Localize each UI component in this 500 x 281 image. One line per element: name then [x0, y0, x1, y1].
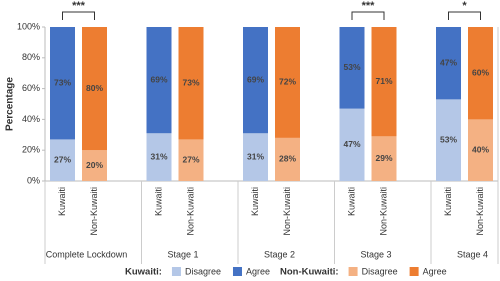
bar-label: Non-Kuwaiti	[89, 187, 99, 236]
bar-segment	[243, 133, 268, 181]
value-label: 80%	[86, 83, 103, 93]
legend-label: Agree	[423, 266, 447, 276]
bar-label: Non-Kuwaiti	[378, 187, 388, 236]
legend-group-label: Kuwaiti:	[125, 267, 162, 278]
category-label: Stage 3	[360, 249, 391, 259]
bar-segment	[243, 27, 268, 134]
bar-segment	[82, 27, 107, 151]
y-axis-label: Percentage	[5, 77, 16, 131]
y-tick-label: 100%	[17, 21, 40, 31]
category-label: Stage 4	[457, 249, 488, 259]
value-label: 69%	[150, 74, 167, 84]
bar-label: Non-Kuwaiti	[282, 187, 292, 236]
legend-label: Disagree	[185, 266, 221, 276]
bar-label: Non-Kuwaiti	[475, 187, 485, 236]
y-tick-label: 40%	[22, 114, 40, 124]
bar-segment	[468, 119, 493, 181]
bar-segment	[82, 150, 107, 181]
value-label: 40%	[472, 144, 489, 154]
legend-label: Disagree	[362, 266, 398, 276]
y-tick-label: 60%	[22, 83, 40, 93]
legend-swatch	[232, 267, 242, 276]
bar-segment	[146, 133, 172, 181]
bar-segment	[146, 27, 172, 134]
category-label: Complete Lockdown	[46, 249, 128, 259]
bar-segment	[436, 27, 461, 100]
bar-segment	[50, 139, 75, 181]
bar-segment	[178, 27, 204, 140]
bar-label: Kuwaiti	[57, 187, 67, 216]
value-label: 31%	[150, 151, 167, 161]
value-label: 31%	[247, 151, 264, 161]
value-label: 47%	[343, 139, 360, 149]
value-label: 60%	[472, 67, 489, 77]
value-label: 73%	[54, 77, 71, 87]
bar-segment	[371, 27, 397, 137]
significance-label: ***	[72, 0, 86, 12]
bar-segment	[371, 136, 397, 181]
legend-swatch	[171, 267, 181, 276]
value-label: 20%	[86, 160, 103, 170]
bar-label: Kuwaiti	[250, 187, 260, 216]
category-label: Stage 1	[167, 249, 198, 259]
legend-swatch	[409, 267, 419, 276]
value-label: 71%	[375, 76, 392, 86]
category-label: Stage 2	[264, 249, 295, 259]
significance-bracket	[448, 11, 481, 20]
bar-segment	[339, 108, 365, 181]
bar-label: Kuwaiti	[443, 187, 453, 216]
significance-label: *	[462, 0, 467, 12]
value-label: 27%	[54, 154, 71, 164]
bar-segment	[275, 27, 300, 138]
legend-swatch	[348, 267, 358, 276]
value-label: 47%	[440, 57, 457, 67]
bar-segment	[178, 139, 204, 181]
bar-label: Kuwaiti	[153, 187, 163, 216]
y-tick-label: 80%	[22, 52, 40, 62]
value-label: 72%	[279, 77, 296, 87]
bar-segment	[50, 27, 75, 140]
bar-segment	[339, 27, 365, 109]
legend-label: Agree	[246, 266, 270, 276]
significance-bracket	[62, 11, 95, 20]
value-label: 27%	[182, 154, 199, 164]
bar-segment	[468, 27, 493, 120]
value-label: 28%	[279, 154, 296, 164]
value-label: 53%	[343, 62, 360, 72]
significance-label: ***	[362, 0, 376, 12]
value-label: 69%	[247, 74, 264, 84]
y-tick-label: 0%	[27, 175, 40, 185]
bar-label: Kuwaiti	[346, 187, 356, 216]
bar-label: Non-Kuwaiti	[185, 187, 195, 236]
value-label: 53%	[440, 134, 457, 144]
bar-segment	[436, 99, 461, 181]
value-label: 73%	[182, 77, 199, 87]
significance-bracket	[351, 11, 385, 20]
y-tick-label: 20%	[22, 145, 40, 155]
legend-group-label: Non-Kuwaiti:	[280, 267, 339, 278]
value-label: 29%	[375, 153, 392, 163]
bar-segment	[275, 137, 300, 181]
